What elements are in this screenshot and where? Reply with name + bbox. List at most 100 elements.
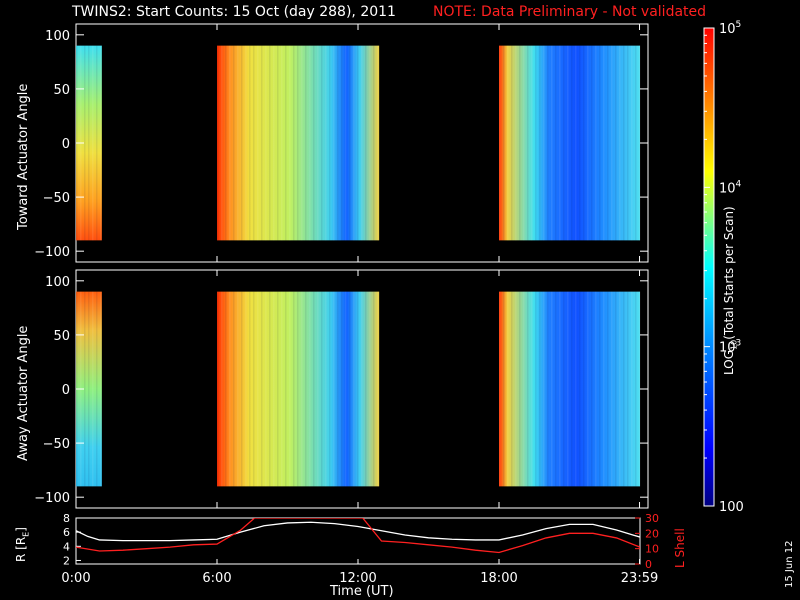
away-heatmap xyxy=(76,291,641,487)
heatmap-stripe xyxy=(623,45,625,241)
heatmap-stripe xyxy=(527,45,529,241)
heatmap-stripe xyxy=(245,291,247,487)
ytick-label: 100 xyxy=(45,275,70,290)
heatmap-stripe xyxy=(249,45,251,241)
heatmap-stripe xyxy=(507,291,509,487)
colorbar-tick-label: 100 xyxy=(719,500,744,515)
heatmap-stripe xyxy=(563,45,565,241)
side-date: 15 Jun 12 xyxy=(784,540,795,588)
heatmap-stripe xyxy=(301,45,303,241)
heatmap-stripe xyxy=(309,291,311,487)
heatmap-stripe xyxy=(369,45,371,241)
heatmap-stripe xyxy=(595,291,597,487)
heatmap-stripe xyxy=(611,45,613,241)
orbit-ytick-label: 8 xyxy=(63,512,70,525)
xtick-label: 0:00 xyxy=(61,571,90,586)
heatmap-stripe xyxy=(547,291,549,487)
heatmap-stripe xyxy=(365,291,367,487)
heatmap-stripe xyxy=(261,291,263,487)
heatmap-stripe xyxy=(329,291,331,487)
heatmap-stripe xyxy=(543,291,545,487)
heatmap-stripe xyxy=(305,291,307,487)
toward-ylabel: Toward Actuator Angle xyxy=(16,83,31,230)
heatmap-stripe xyxy=(635,291,637,487)
heatmap-stripe xyxy=(623,291,625,487)
xtick-label: 12:00 xyxy=(339,571,376,586)
heatmap-stripe xyxy=(88,45,90,241)
heatmap-stripe xyxy=(599,291,601,487)
heatmap-stripe xyxy=(337,45,339,241)
heatmap-stripe xyxy=(511,291,513,487)
heatmap-stripe xyxy=(277,291,279,487)
heatmap-stripe xyxy=(233,45,235,241)
heatmap-stripe xyxy=(305,45,307,241)
heatmap-stripe xyxy=(345,45,347,241)
heatmap-stripe xyxy=(539,45,541,241)
heatmap-stripe xyxy=(100,45,102,241)
orbit-right-ylabel: L Shell xyxy=(673,528,687,568)
heatmap-stripe xyxy=(357,291,359,487)
heatmap-stripe xyxy=(373,291,375,487)
heatmap-stripe xyxy=(297,291,299,487)
heatmap-stripe xyxy=(241,45,243,241)
heatmap-stripe xyxy=(225,45,227,241)
heatmap-stripe xyxy=(579,45,581,241)
heatmap-stripe xyxy=(329,45,331,241)
heatmap-stripe xyxy=(607,291,609,487)
heatmap-stripe xyxy=(527,291,529,487)
toward-heatmap xyxy=(76,45,641,241)
heatmap-stripe xyxy=(265,45,267,241)
heatmap-stripe xyxy=(591,45,593,241)
heatmap-stripe xyxy=(269,45,271,241)
heatmap-stripe xyxy=(273,291,275,487)
ytick-label: −100 xyxy=(34,245,70,260)
heatmap-stripe xyxy=(571,45,573,241)
heatmap-stripe xyxy=(221,45,223,241)
ytick-label: 50 xyxy=(53,83,70,98)
heatmap-stripe xyxy=(599,45,601,241)
ytick-label: −100 xyxy=(34,491,70,506)
orbit-ytick-label: 2 xyxy=(63,554,70,567)
ytick-label: 100 xyxy=(45,29,70,44)
heatmap-stripe xyxy=(233,291,235,487)
heatmap-stripe xyxy=(321,291,323,487)
heatmap-stripe xyxy=(225,291,227,487)
heatmap-stripe xyxy=(639,291,641,487)
heatmap-stripe xyxy=(567,45,569,241)
heatmap-stripe xyxy=(265,291,267,487)
heatmap-stripe xyxy=(285,291,287,487)
heatmap-stripe xyxy=(281,291,283,487)
heatmap-stripe xyxy=(357,45,359,241)
heatmap-stripe xyxy=(515,291,517,487)
xtick-label: 6:00 xyxy=(202,571,231,586)
heatmap-stripe xyxy=(603,45,605,241)
heatmap-stripe xyxy=(627,291,629,487)
heatmap-stripe xyxy=(551,291,553,487)
heatmap-stripe xyxy=(499,45,501,241)
heatmap-stripe xyxy=(257,45,259,241)
heatmap-stripe xyxy=(321,45,323,241)
orbit-ytick-label: 4 xyxy=(63,540,70,553)
heatmap-stripe xyxy=(281,45,283,241)
heatmap-stripe xyxy=(313,45,315,241)
heatmap-stripe xyxy=(84,45,86,241)
heatmap-stripe xyxy=(325,291,327,487)
heatmap-stripe xyxy=(257,291,259,487)
heatmap-stripe xyxy=(591,291,593,487)
colorbar-tick-base: 10 xyxy=(719,22,736,37)
heatmap-stripe xyxy=(615,45,617,241)
colorbar-tick-base: 10 xyxy=(719,181,736,196)
heatmap-stripe xyxy=(535,291,537,487)
heatmap-stripe xyxy=(535,45,537,241)
orbit-left-ylabel: R [RE] xyxy=(14,527,30,562)
heatmap-block xyxy=(499,45,640,241)
heatmap-stripe xyxy=(377,291,379,487)
heatmap-stripe xyxy=(519,291,521,487)
ytick-label: 0 xyxy=(62,383,70,398)
heatmap-stripe xyxy=(361,291,363,487)
heatmap-stripe xyxy=(353,291,355,487)
title-note: NOTE: Data Preliminary - Not validated xyxy=(433,4,707,20)
heatmap-stripe xyxy=(241,291,243,487)
heatmap-stripe xyxy=(253,45,255,241)
